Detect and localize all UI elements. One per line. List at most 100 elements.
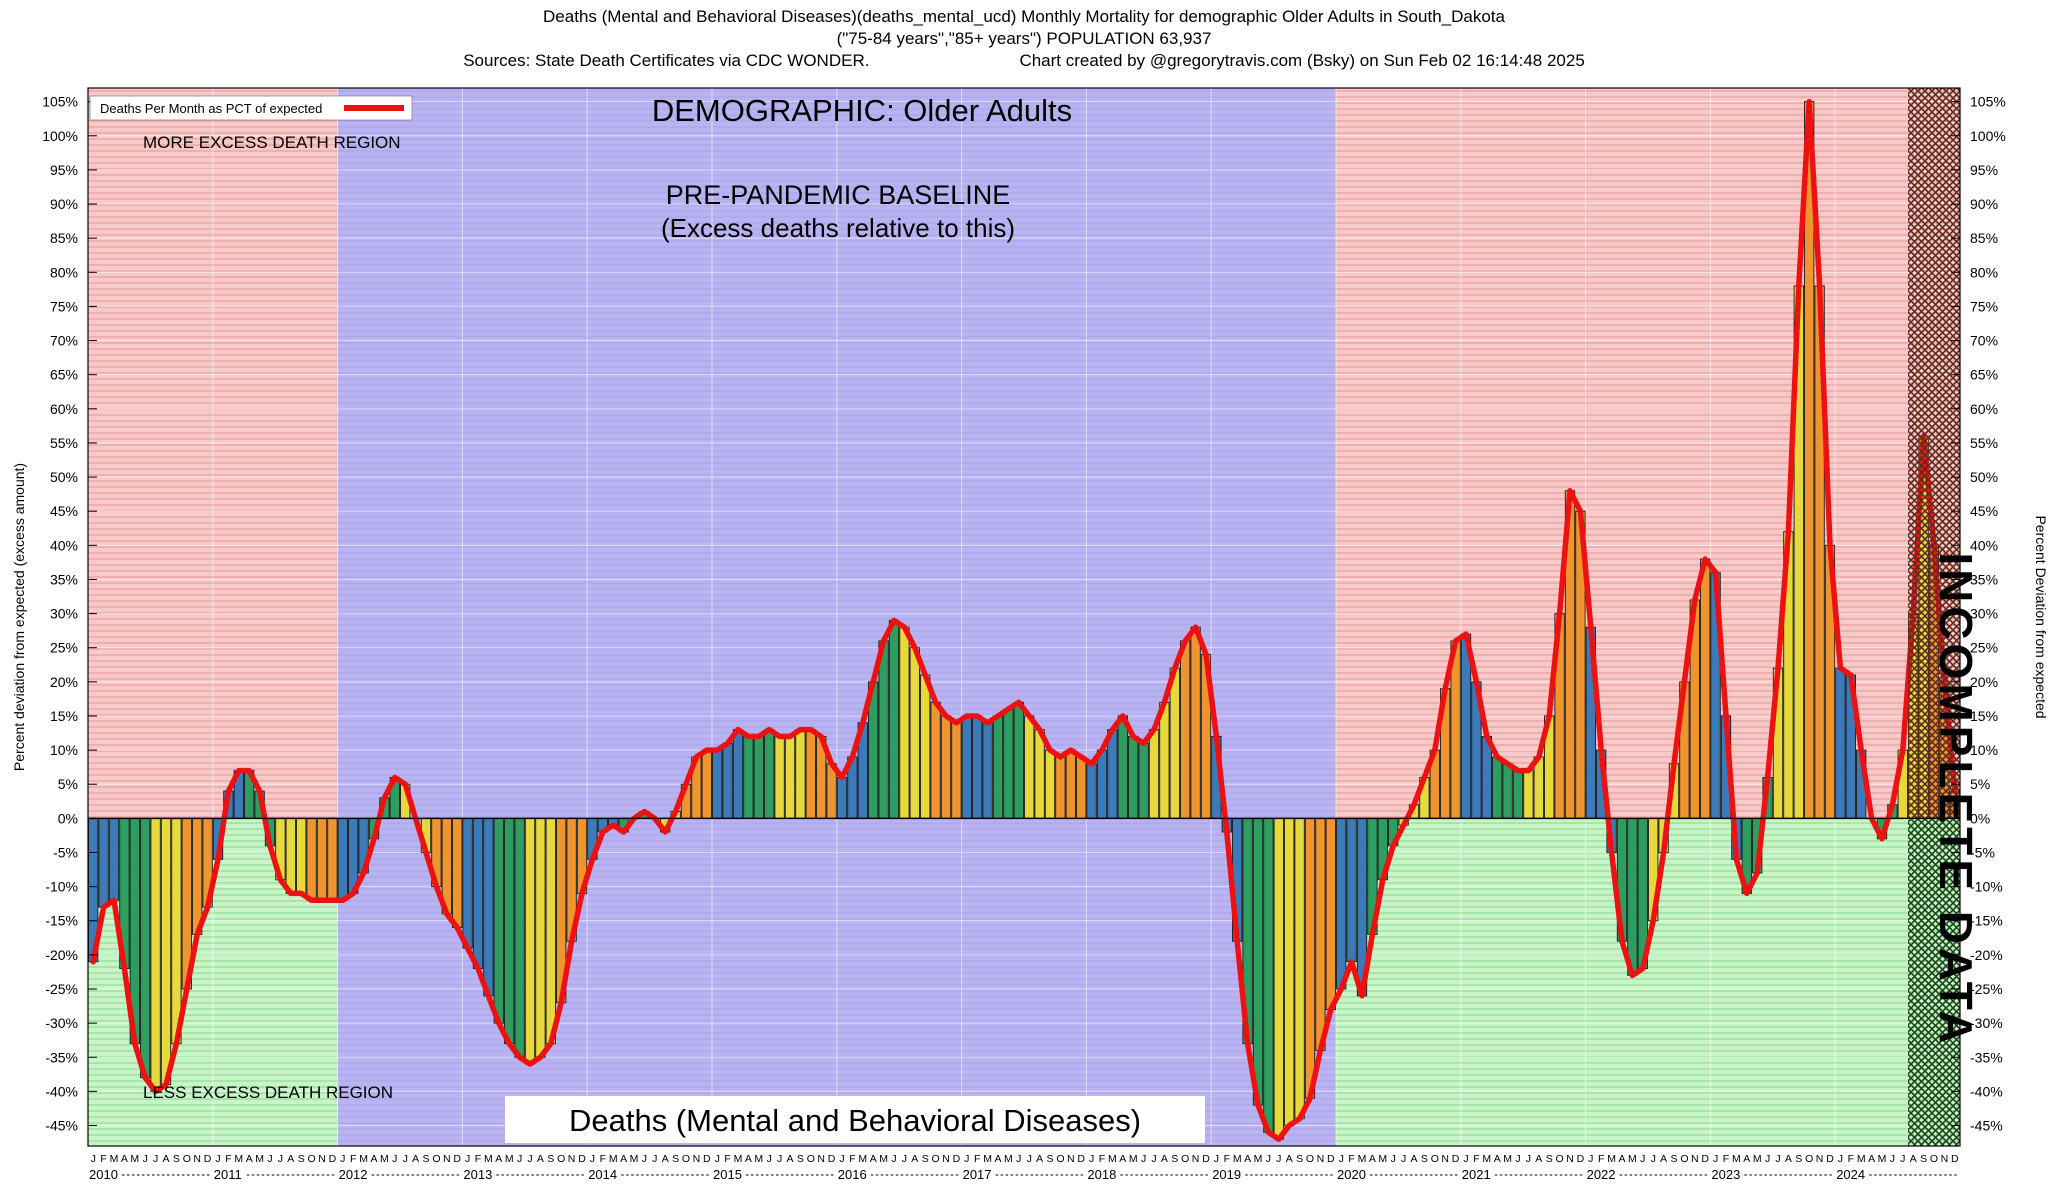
y-tick-label-left: -15%: [45, 913, 78, 929]
y-tick-label-left: 105%: [42, 94, 78, 110]
month-bar: [1336, 817, 1347, 990]
month-letter: S: [1920, 1153, 1927, 1165]
chart-credit: Chart created by @gregorytravis.com (Bsk…: [1019, 51, 1585, 70]
month-letter: M: [1482, 1153, 1491, 1165]
month-letter: M: [630, 1153, 639, 1165]
y-tick-label-left: -40%: [45, 1083, 78, 1099]
y-tick-label-left: 75%: [50, 298, 78, 314]
month-letter: A: [370, 1153, 377, 1165]
y-tick-label-right: 35%: [1970, 571, 1998, 587]
month-letter: O: [682, 1153, 690, 1165]
month-bar: [732, 729, 744, 819]
month-bar: [1024, 715, 1035, 819]
month-letter: F: [1473, 1153, 1479, 1165]
y-tick-label-right: 10%: [1970, 742, 1998, 758]
month-letter: J: [1775, 1153, 1780, 1165]
month-bar: [514, 817, 525, 1058]
month-letter: M: [734, 1153, 743, 1165]
month-letter: A: [911, 1153, 918, 1165]
month-bar: [743, 736, 754, 819]
month-letter: J: [652, 1153, 657, 1165]
month-letter: A: [994, 1153, 1001, 1165]
month-letter: J: [1151, 1153, 1156, 1165]
mortality-line: [90, 98, 1958, 1142]
chart-title: Deaths (Mental and Behavioral Diseases)(…: [543, 7, 1505, 26]
month-letter: O: [183, 1153, 191, 1165]
y-tick-label-right: 60%: [1970, 401, 1998, 417]
month-bar: [452, 817, 463, 929]
chart-header: Deaths (Mental and Behavioral Diseases)(…: [0, 6, 2048, 72]
y-tick-label-left: 40%: [50, 537, 78, 553]
chart-sources: Sources: State Death Certificates via CD…: [463, 51, 870, 70]
month-letter: F: [1848, 1153, 1854, 1165]
y-tick-label-right: 30%: [1970, 606, 1998, 622]
month-bar: [1065, 749, 1076, 819]
chart-subtitle: ("75-84 years","85+ years") POPULATION 6…: [836, 29, 1212, 48]
month-bar: [1138, 742, 1149, 819]
year-label: 2013: [463, 1167, 492, 1182]
month-bar: [920, 674, 931, 819]
month-bar: [1627, 817, 1638, 976]
month-bar: [961, 715, 972, 819]
month-bar: [1159, 701, 1170, 819]
month-letter: O: [1680, 1153, 1688, 1165]
month-letter: J: [1651, 1153, 1656, 1165]
month-letter: A: [495, 1153, 502, 1165]
month-letter: J: [642, 1153, 647, 1165]
month-letter: J: [392, 1153, 397, 1165]
month-bar: [1273, 817, 1284, 1140]
month-letter: M: [1358, 1153, 1367, 1165]
month-letter: A: [537, 1153, 544, 1165]
month-letter: J: [1838, 1153, 1843, 1165]
month-letter: M: [255, 1153, 264, 1165]
month-bar: [1304, 817, 1316, 1099]
month-letter: J: [91, 1153, 96, 1165]
month-bar: [1044, 749, 1056, 819]
month-bar: [1252, 817, 1264, 1106]
month-letter: J: [590, 1153, 595, 1165]
month-bar: [1284, 817, 1295, 1126]
month-bar: [524, 817, 536, 1065]
month-letter: D: [828, 1153, 836, 1165]
month-letter: D: [453, 1153, 461, 1165]
month-letter: A: [1868, 1153, 1875, 1165]
month-letter: D: [1951, 1153, 1959, 1165]
month-letter: F: [225, 1153, 231, 1165]
incomplete-region-top: [1908, 88, 1960, 819]
month-letter: N: [693, 1153, 701, 1165]
month-letter: M: [1004, 1153, 1013, 1165]
month-letter: O: [1930, 1153, 1938, 1165]
month-bar: [327, 817, 338, 901]
y-tick-label-right: 100%: [1970, 128, 2006, 144]
y-tick-label-right: -30%: [1970, 1015, 2003, 1031]
month-bar: [805, 729, 816, 819]
month-letter: J: [1890, 1153, 1895, 1165]
month-letter: N: [1067, 1153, 1075, 1165]
month-letter: M: [484, 1153, 493, 1165]
y-tick-label-right: 80%: [1970, 264, 1998, 280]
month-bar: [712, 749, 723, 819]
y-tick-label-left: 25%: [50, 640, 78, 656]
month-letter: J: [777, 1153, 782, 1165]
y-ticks: -45% -45% -40% -40% -35% -35% -30% -30% -25% -25%…: [42, 94, 2006, 1134]
month-bar: [1128, 736, 1139, 819]
month-letter: S: [1670, 1153, 1677, 1165]
month-letter: A: [786, 1153, 793, 1165]
month-letter: A: [1369, 1153, 1376, 1165]
y-tick-label-right: 75%: [1970, 298, 1998, 314]
month-bar: [1055, 756, 1066, 819]
month-letter: A: [1119, 1153, 1126, 1165]
month-letter: N: [193, 1153, 201, 1165]
month-letter: A: [1410, 1153, 1417, 1165]
month-letter: S: [1296, 1153, 1303, 1165]
more-excess-label: MORE EXCESS DEATH REGION: [143, 133, 401, 152]
month-letter: S: [298, 1153, 305, 1165]
y-tick-label-left: -45%: [45, 1118, 78, 1134]
month-letter: M: [1607, 1153, 1616, 1165]
month-letter: M: [1254, 1153, 1263, 1165]
month-letter: J: [1027, 1153, 1032, 1165]
month-letter: O: [557, 1153, 565, 1165]
month-bar: [545, 817, 556, 1045]
month-letter: J: [1266, 1153, 1271, 1165]
month-letter: J: [1713, 1153, 1718, 1165]
